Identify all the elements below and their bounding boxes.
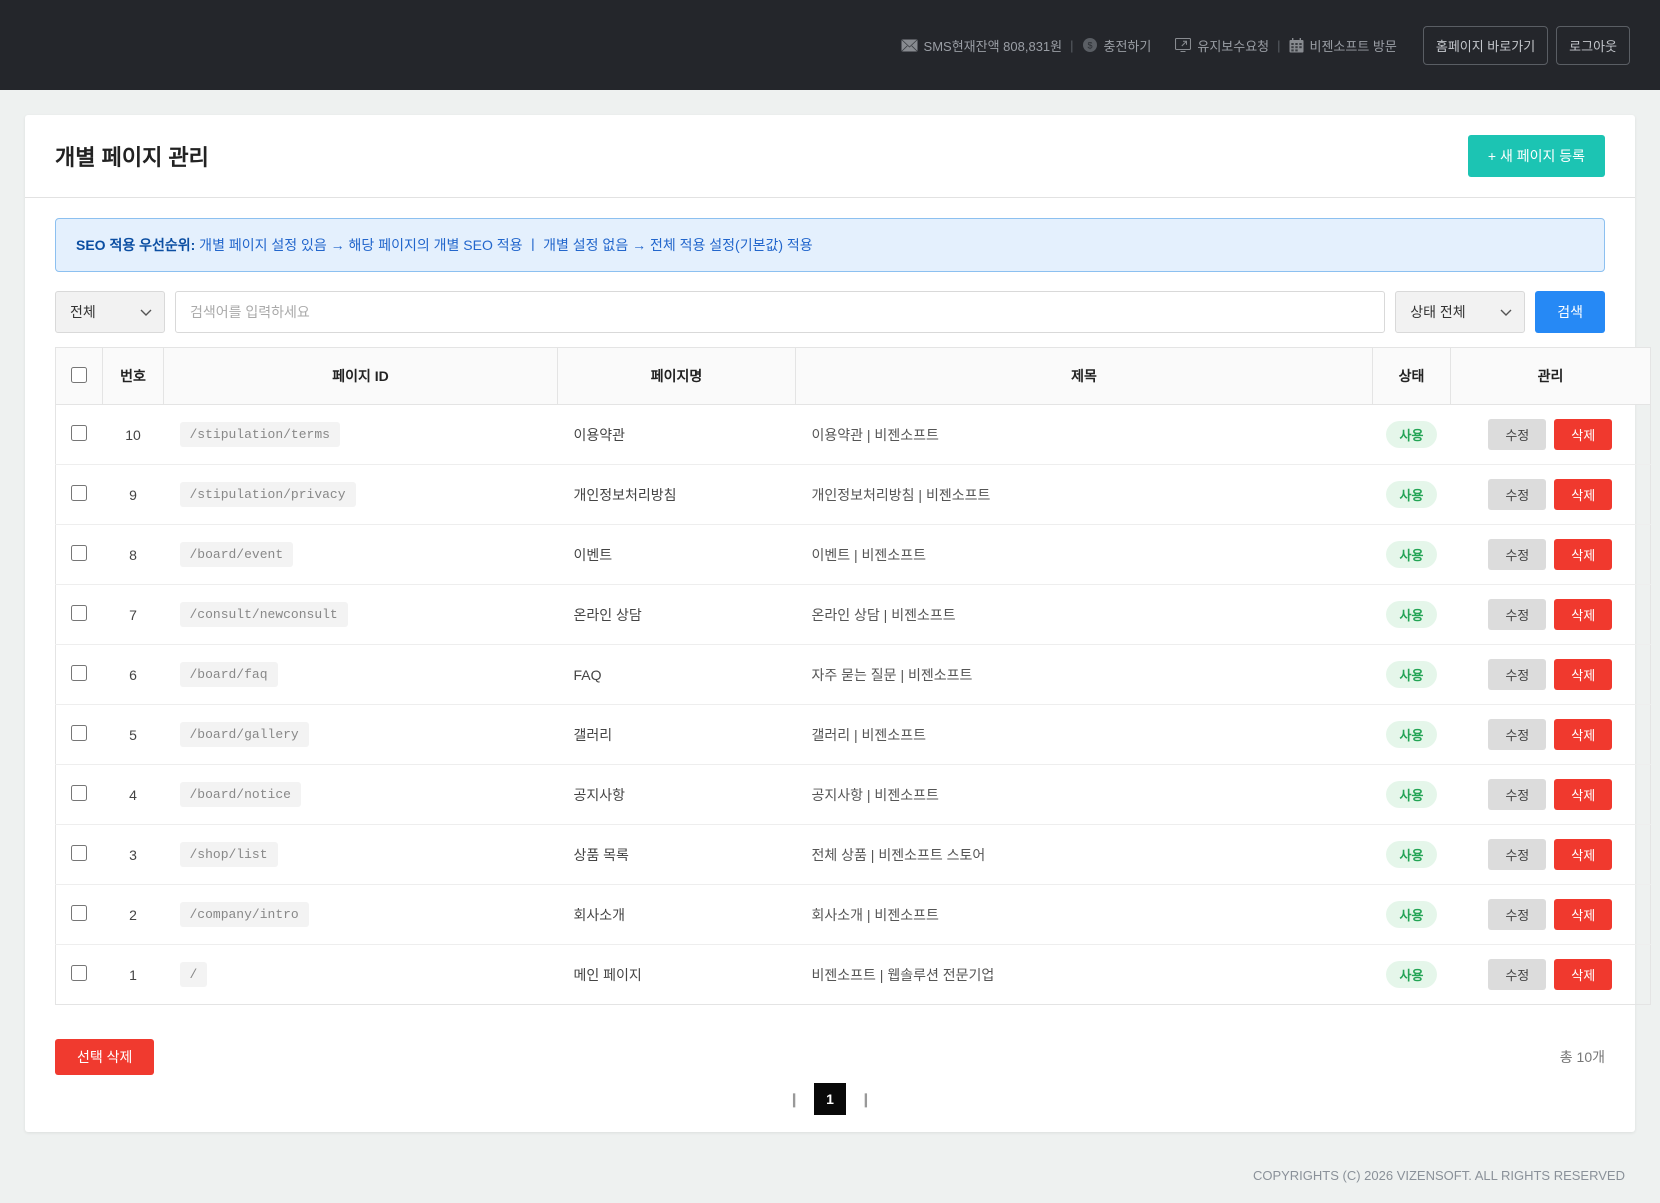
svg-text:$: $ bbox=[1087, 41, 1092, 51]
